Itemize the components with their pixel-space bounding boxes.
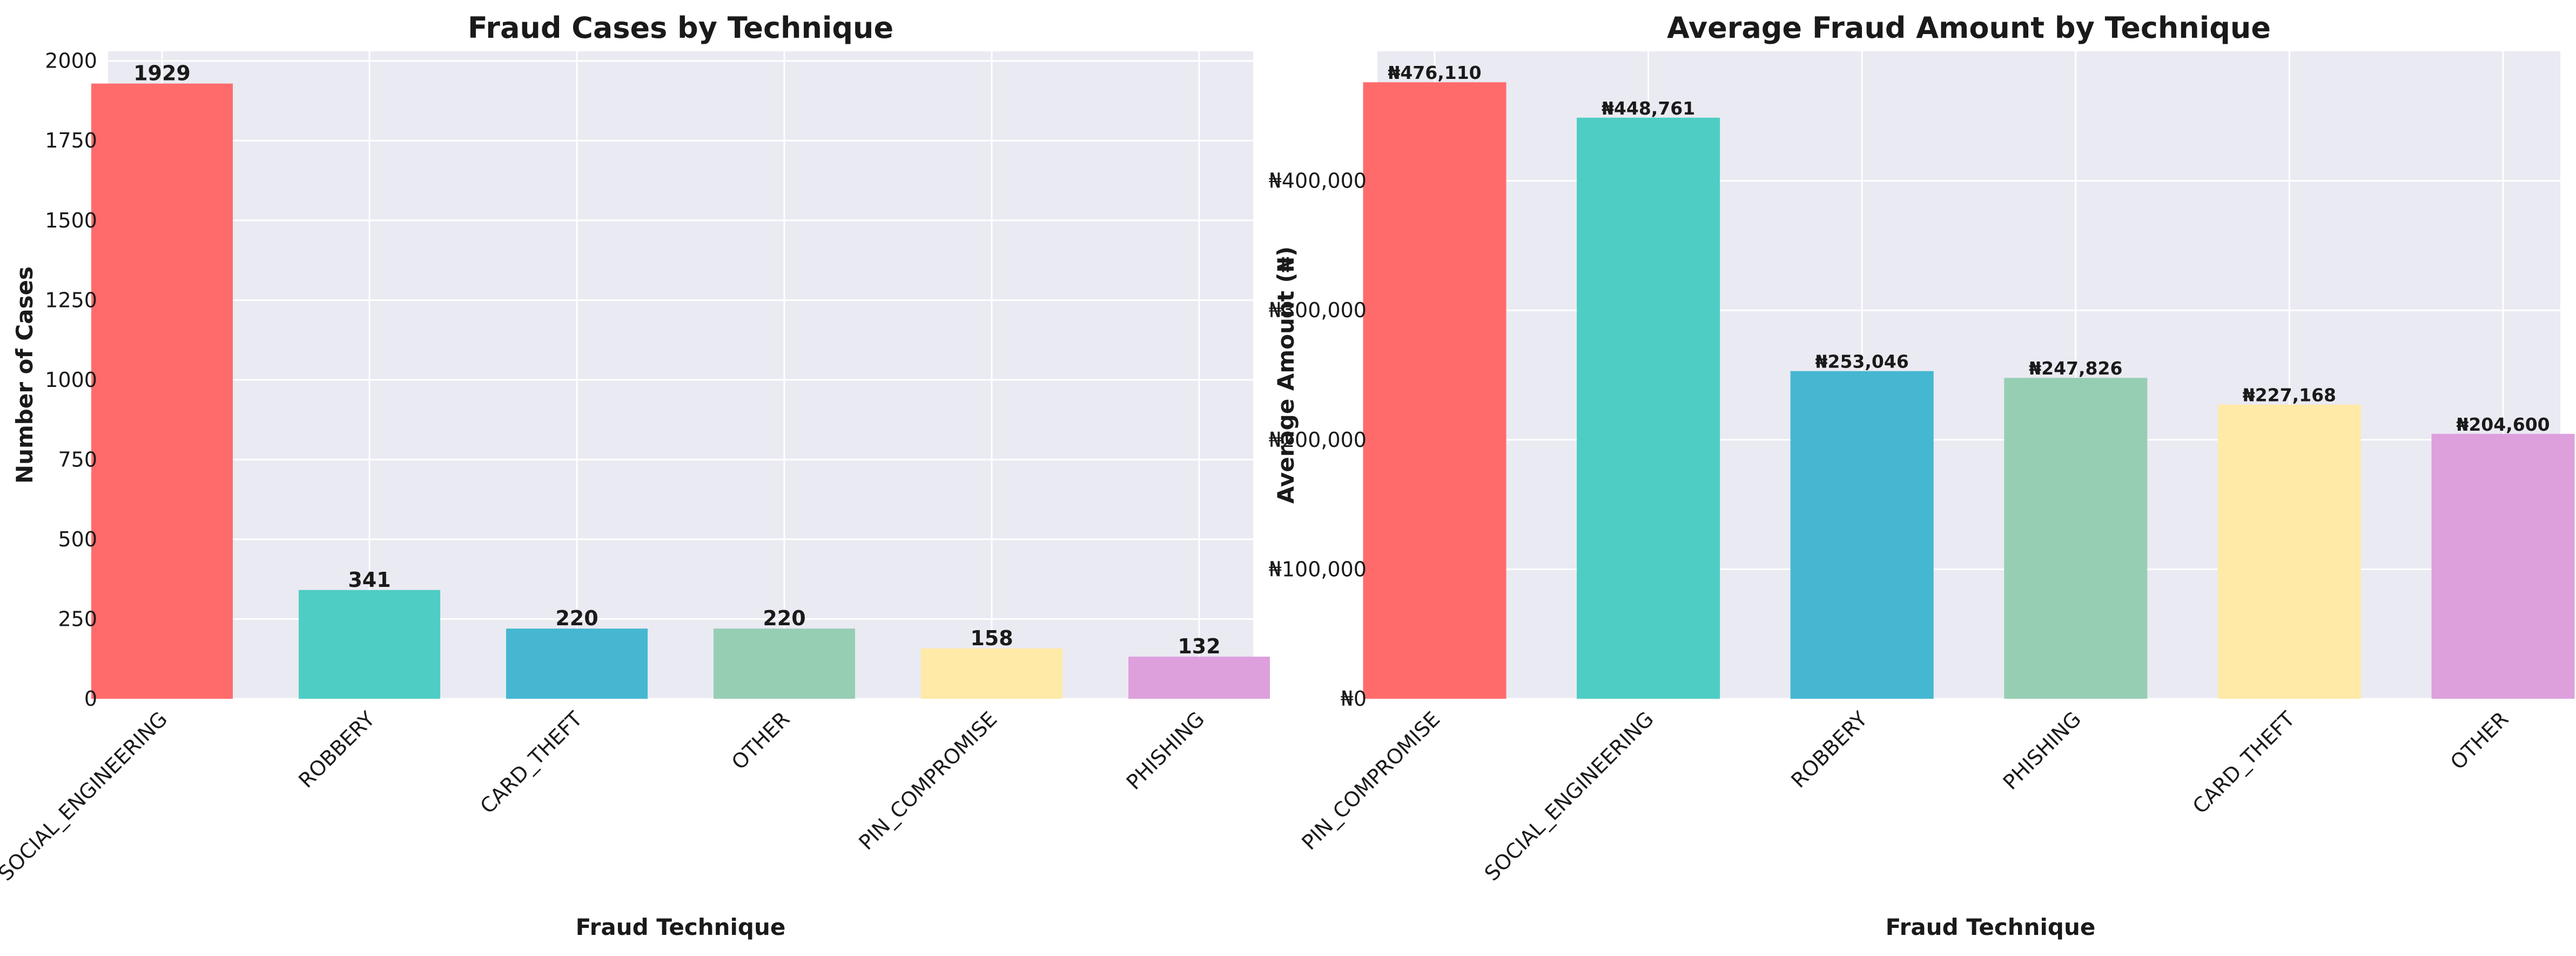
y-tick-label: 500 (58, 527, 97, 551)
x-ticks-left: SOCIAL_ENGINEERING ROBBERY CARD_THEFT OTHER… (0, 707, 1209, 886)
bar-social-engineering (1577, 117, 1720, 699)
value-labels-left: 1929 341 220 220 158 132 (133, 62, 1221, 658)
y-tick-label: 1500 (45, 209, 97, 232)
x-axis-label-right: Fraud Technique (1886, 914, 2096, 940)
data-label: 220 (763, 606, 805, 630)
bars-right (1363, 82, 2575, 699)
gridlines-right (1377, 51, 2560, 700)
bar-phishing (2004, 378, 2148, 699)
bar-robbery (1790, 371, 1934, 699)
y-tick-label: 1750 (45, 129, 97, 152)
x-tick-label: SOCIAL_ENGINEERING (1480, 707, 1658, 885)
data-label: 158 (970, 626, 1013, 650)
data-label: 341 (348, 568, 391, 592)
x-tick-label: PIN_COMPROMISE (854, 707, 1001, 854)
data-label: 1929 (133, 62, 191, 85)
y-tick-label: ₦200,000 (1269, 428, 1367, 452)
y-tick-label: 1000 (45, 368, 97, 392)
x-tick-label: ROBBERY (1786, 707, 1872, 793)
chart-right: ₦476,110 ₦448,761 ₦253,046 ₦247,826 ₦227,168… (1269, 11, 2575, 940)
chart-left: 1929 341 220 220 158 132 0 250 500 750 1000 1250 15… (0, 11, 1270, 940)
bar-card-theft (506, 629, 648, 699)
x-tick-label: OTHER (2446, 707, 2513, 774)
x-tick-label: PHISHING (1122, 707, 1209, 794)
x-axis-label-left: Fraud Technique (576, 914, 786, 940)
data-label: ₦448,761 (1602, 98, 1695, 119)
bar-pin-compromise (1363, 82, 1506, 699)
data-label: ₦227,168 (2243, 385, 2336, 406)
bar-robbery (299, 590, 440, 699)
data-label: ₦476,110 (1388, 62, 1481, 83)
x-tick-label: CARD_THEFT (2188, 707, 2300, 819)
gridlines-left (108, 51, 1253, 700)
chart-title-left: Fraud Cases by Technique (468, 11, 893, 45)
bar-other (714, 629, 855, 699)
data-label: 220 (555, 606, 598, 630)
plot-area-right (1377, 51, 2560, 699)
y-tick-label: ₦400,000 (1269, 169, 1367, 193)
x-tick-label: SOCIAL_ENGINEERING (0, 707, 172, 885)
bars-left (91, 83, 1270, 699)
y-tick-label: 250 (58, 607, 97, 631)
y-tick-label: 750 (58, 447, 97, 471)
plot-area-left (108, 51, 1253, 699)
x-tick-label: OTHER (727, 707, 795, 774)
bar-other (2431, 433, 2575, 699)
y-tick-label: 1250 (45, 288, 97, 312)
bar-card-theft (2217, 404, 2361, 699)
y-ticks-right: ₦0 ₦100,000 ₦200,000 ₦300,000 ₦400,000 (1269, 169, 1367, 711)
x-tick-label: PIN_COMPROMISE (1297, 707, 1444, 854)
y-ticks-left: 0 250 500 750 1000 1250 1500 1750 2000 (45, 49, 97, 711)
y-tick-label: ₦100,000 (1269, 557, 1367, 581)
value-labels-right: ₦476,110 ₦448,761 ₦253,046 ₦247,826 ₦227,168… (1388, 62, 2550, 435)
x-tick-label: ROBBERY (294, 707, 380, 793)
data-label: ₦253,046 (1815, 351, 1909, 372)
data-label: ₦204,600 (2456, 414, 2550, 435)
bar-phishing (1128, 657, 1270, 699)
x-tick-label: CARD_THEFT (475, 707, 587, 819)
y-tick-label: ₦300,000 (1269, 298, 1367, 322)
y-axis-label-right: Average Amount (₦) (1273, 246, 1299, 504)
data-label: 132 (1178, 634, 1220, 658)
bar-pin-compromise (921, 648, 1062, 699)
y-tick-label: ₦0 (1341, 687, 1367, 711)
y-tick-label: 0 (84, 687, 97, 711)
y-tick-label: 2000 (45, 49, 97, 73)
x-ticks-right: PIN_COMPROMISE SOCIAL_ENGINEERING ROBBERY P… (1297, 707, 2513, 886)
y-axis-label-left: Number of Cases (11, 266, 38, 484)
bar-social-engineering (91, 83, 233, 699)
data-label: ₦247,826 (2029, 358, 2122, 379)
x-tick-label: PHISHING (1999, 707, 2086, 794)
chart-title-right: Average Fraud Amount by Technique (1667, 11, 2271, 45)
